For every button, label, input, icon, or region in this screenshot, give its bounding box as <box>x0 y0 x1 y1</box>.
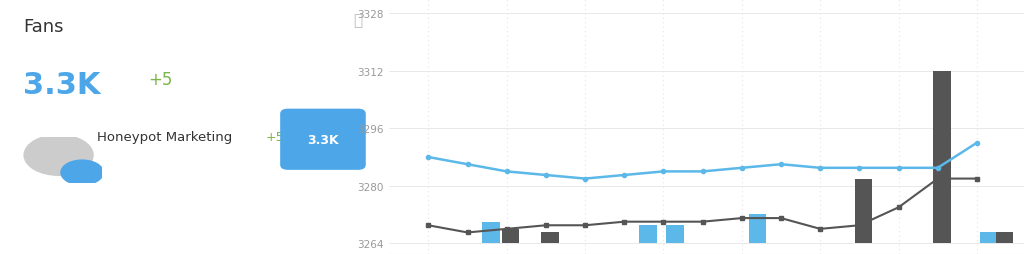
Bar <box>933 72 950 243</box>
Text: +5: +5 <box>265 131 284 144</box>
Text: Honeypot Marketing: Honeypot Marketing <box>97 131 232 144</box>
Bar <box>482 222 500 243</box>
Bar <box>854 179 872 243</box>
Text: Fans: Fans <box>24 18 63 36</box>
Bar <box>667 225 684 243</box>
FancyBboxPatch shape <box>281 109 366 170</box>
Bar <box>995 232 1013 243</box>
Text: 3.3K: 3.3K <box>307 133 339 146</box>
Text: +5: +5 <box>147 71 172 89</box>
Text: 3.3K: 3.3K <box>24 71 100 100</box>
Circle shape <box>61 161 103 185</box>
Circle shape <box>25 135 93 176</box>
Bar <box>502 229 519 243</box>
Bar <box>749 215 766 243</box>
Bar <box>980 232 997 243</box>
Bar <box>541 232 559 243</box>
Bar <box>639 225 656 243</box>
Text: ⓘ: ⓘ <box>353 13 362 28</box>
